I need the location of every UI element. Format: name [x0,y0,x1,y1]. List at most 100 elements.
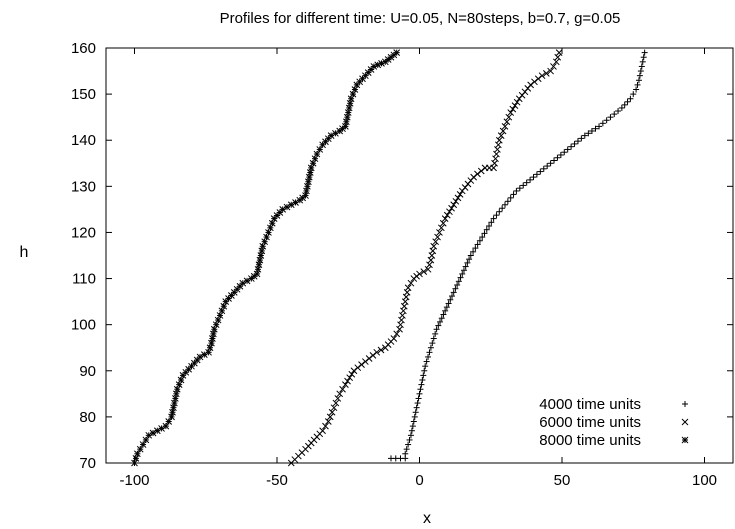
series-2 [287,49,563,467]
legend-marker [681,418,689,426]
data-point [344,377,351,385]
data-point [344,109,352,116]
data-point [638,63,645,70]
data-point [496,208,503,215]
data-point [607,114,614,121]
data-point [348,370,356,378]
data-point [554,154,561,161]
data-point [641,49,648,56]
data-point [501,123,509,130]
data-point [408,427,415,434]
series-1 [388,49,648,462]
data-point [534,75,542,83]
data-point [430,335,437,342]
data-point [510,191,517,198]
data-point [434,233,441,241]
y-tick-label: 120 [71,224,96,241]
data-point [330,404,338,412]
data-point [361,358,369,365]
data-point [131,459,138,467]
data-point [437,318,444,325]
data-point [358,361,365,368]
data-point [557,151,564,158]
data-point [346,374,354,382]
data-point [640,54,647,61]
data-point [571,140,578,147]
data-point [424,265,432,273]
data-point [132,455,140,462]
data-point [474,241,481,248]
data-point [507,194,514,201]
legend-label: 4000 time units [539,396,641,413]
data-point [441,215,449,222]
data-point [456,191,464,198]
data-point [402,450,409,457]
data-point [345,104,353,112]
data-point [420,268,428,275]
data-point [377,346,385,354]
data-point [624,98,631,105]
data-point [547,67,554,75]
data-point [322,422,329,430]
data-point [440,311,447,318]
x-tick-label: 50 [554,472,571,489]
data-point [497,132,505,139]
data-point [574,138,581,145]
data-point [365,355,373,362]
data-point [596,123,603,130]
data-point [637,68,644,75]
data-point [426,349,433,356]
legend-marker [682,401,688,407]
data-point [422,363,429,370]
data-point [599,120,606,127]
data-point [447,296,454,303]
data-point [429,340,436,347]
data-point [464,259,471,266]
data-point [561,149,568,156]
data-point [516,185,523,192]
data-point [403,446,410,453]
data-point [307,164,315,172]
data-point [454,194,462,202]
data-point [393,49,401,56]
data-point [527,81,535,89]
y-tick-label: 140 [71,132,96,149]
data-point [554,53,562,61]
data-point [540,165,547,172]
data-point [459,270,466,277]
data-point [538,72,546,80]
data-point [481,230,488,237]
chart-title: Profiles for different time: U=0.05, N=8… [220,10,621,27]
data-point [466,256,473,263]
data-point [555,49,563,56]
data-point [342,123,349,130]
data-points [131,49,648,467]
x-ticks: -100 -50 0 50 100 [119,48,717,489]
data-point [531,78,538,86]
data-point [511,102,519,109]
data-point [513,187,520,194]
data-point [505,113,513,121]
data-point [493,212,500,219]
data-point [415,395,422,402]
data-point [634,81,641,88]
data-point [413,404,420,411]
data-point [425,353,432,360]
data-point [423,358,430,365]
data-point [373,348,381,356]
legend-marker [681,436,689,444]
data-point [406,436,413,443]
data-point [495,136,503,144]
y-tick-label: 110 [72,271,96,288]
data-point [630,91,637,98]
data-point [328,408,336,416]
data-point [139,441,147,448]
data-point [255,261,263,269]
data-point [412,409,419,416]
data-point [421,367,428,374]
data-point [334,395,342,402]
data-point [435,322,442,329]
data-point [407,279,415,287]
